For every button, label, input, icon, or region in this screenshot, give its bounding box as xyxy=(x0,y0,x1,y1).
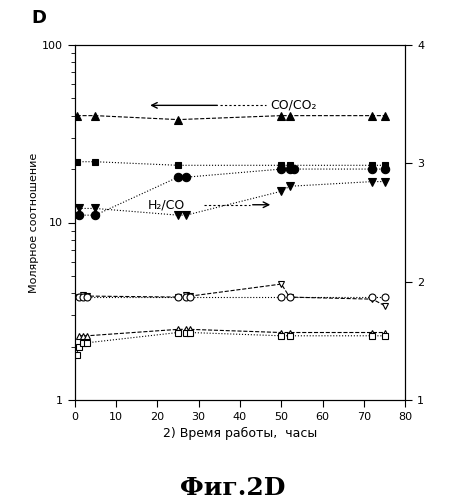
Text: Фиг.2D: Фиг.2D xyxy=(180,476,286,500)
X-axis label: 2) Время работы,  часы: 2) Время работы, часы xyxy=(163,428,317,440)
Y-axis label: Молярное соотношение: Молярное соотношение xyxy=(29,152,39,292)
Text: D: D xyxy=(32,9,47,27)
Text: CO/CO₂: CO/CO₂ xyxy=(270,99,316,112)
Text: H₂/CO: H₂/CO xyxy=(147,198,185,211)
